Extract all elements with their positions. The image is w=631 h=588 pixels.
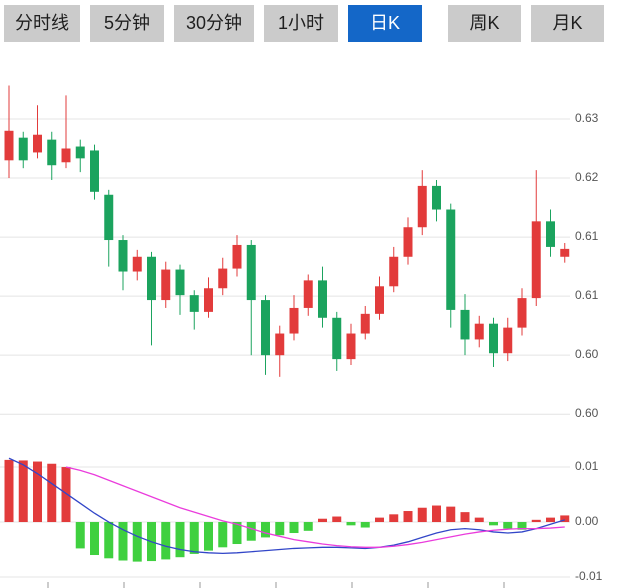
main-y-label-5: 0.60 (575, 406, 599, 421)
main-y-label-4: 0.60 (575, 347, 599, 362)
tab-30min[interactable]: 30分钟 (174, 5, 254, 42)
main-y-label-3: 0.61 (575, 288, 599, 303)
macd-y-label-0: 0.01 (575, 459, 599, 474)
macd-y-label-1: 0.00 (575, 514, 599, 529)
main-y-label-0: 0.63 (575, 110, 599, 125)
tab-daily-k[interactable]: 日K (348, 5, 422, 42)
tab-1hour[interactable]: 1小时 (264, 5, 338, 42)
main-y-label-2: 0.61 (575, 229, 599, 244)
tab-monthly-k[interactable]: 月K (531, 5, 604, 42)
timeframe-tabbar: 分时线 5分钟 30分钟 1小时 日K 周K 月K (4, 5, 604, 42)
tab-5min[interactable]: 5分钟 (90, 5, 164, 42)
main-y-label-1: 0.62 (575, 170, 599, 185)
tab-time-line[interactable]: 分时线 (4, 5, 80, 42)
macd-y-label-2: -0.01 (575, 569, 603, 583)
tab-weekly-k[interactable]: 周K (448, 5, 521, 42)
